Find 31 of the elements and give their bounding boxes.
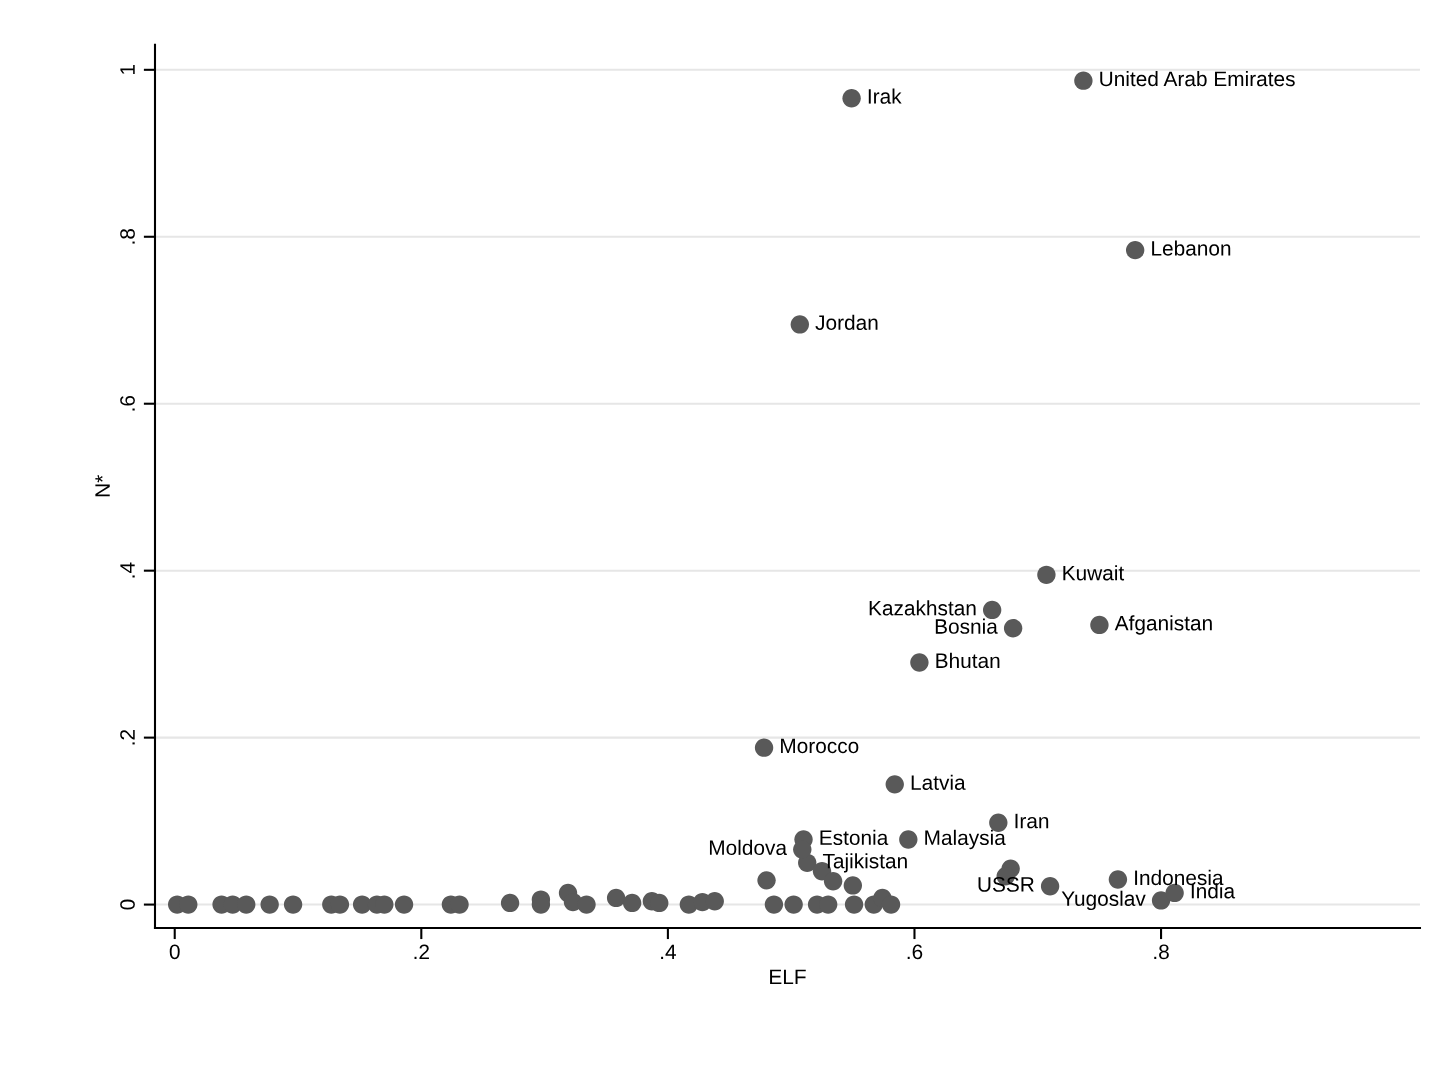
- y-tick-label: .8: [120, 228, 135, 244]
- annotation: Iran: [1015, 813, 1049, 829]
- annotation: Bhutan: [936, 652, 1000, 669]
- x-tick-label: .4: [661, 944, 676, 960]
- annotation: Yugoslav: [1061, 890, 1146, 911]
- annotation: United Arab Emirates: [1100, 70, 1295, 87]
- x-axis-title: ELF: [770, 969, 806, 984]
- x-tick-label: .2: [414, 944, 429, 960]
- annotation: Moldova: [709, 839, 788, 856]
- x-tick-label: .8: [1154, 944, 1169, 960]
- y-tick-label: .4: [120, 562, 135, 578]
- y-tick-label: 1: [120, 65, 135, 75]
- annotation: Morocco: [781, 738, 859, 754]
- y-axis-title: N*: [95, 475, 110, 497]
- annotation: Kuwait: [1063, 565, 1125, 581]
- annotation: Irak: [868, 88, 902, 104]
- y-tick-label: .2: [120, 729, 135, 745]
- annotation: Malaysia: [925, 829, 1006, 850]
- y-tick-label: 0: [120, 899, 135, 910]
- x-tick-label: .6: [907, 944, 923, 960]
- annotation: Tajikistan: [822, 853, 907, 873]
- annotation: Estonia: [820, 829, 889, 846]
- y-tick-label: .6: [120, 395, 135, 411]
- annotation: Latvia: [911, 774, 966, 790]
- annotation: USSR: [978, 877, 1034, 892]
- annotation: Lebanon: [1152, 240, 1231, 256]
- annotation: Jordan: [815, 314, 878, 331]
- annotation: Afganistan: [1114, 615, 1212, 635]
- x-tick-label: 0: [169, 944, 180, 960]
- annotation: Bosnia: [935, 618, 998, 634]
- annotation: Kazakhstan: [869, 600, 976, 616]
